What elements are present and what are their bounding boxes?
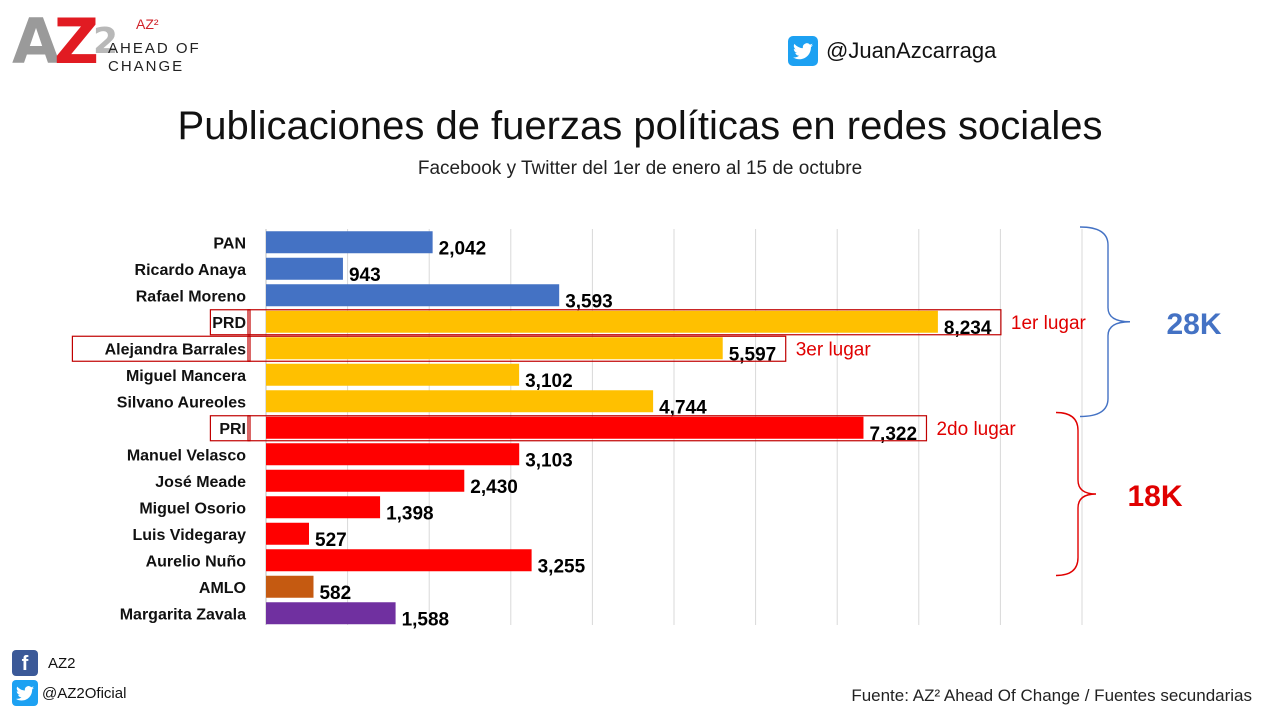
bar	[266, 496, 381, 519]
bar	[266, 416, 864, 439]
bar	[266, 257, 343, 280]
chart-subtitle: Facebook y Twitter del 1er de enero al 1…	[417, 158, 863, 179]
bar	[266, 390, 654, 413]
az2-logo-mark: AZ2	[12, 5, 118, 78]
category-label: Manuel Velasco	[127, 447, 246, 464]
highlight-label-box	[209, 309, 251, 336]
bar	[266, 549, 532, 572]
value-label: 1,398	[386, 503, 434, 524]
category-label: Miguel Osorio	[139, 500, 246, 517]
category-label: AMLO	[199, 580, 246, 597]
bar	[266, 443, 520, 466]
value-label: 5,597	[729, 344, 777, 365]
highlight-bar-box	[247, 415, 928, 442]
value-label: 3,103	[525, 450, 573, 471]
group-total-label: 28K	[1166, 308, 1221, 341]
twitter-icon	[12, 680, 38, 706]
twitter-handle-text: @JuanAzcarraga	[826, 38, 997, 63]
source-note: Fuente: AZ² Ahead Of Change / Fuentes se…	[851, 686, 1252, 705]
facebook-icon: f	[12, 650, 38, 676]
category-label: Margarita Zavala	[120, 606, 246, 623]
bar	[266, 363, 520, 386]
rank-annotation: 1er lugar	[1011, 313, 1087, 334]
value-label: 527	[315, 530, 347, 551]
brand-small-label: AZ²	[136, 16, 159, 32]
brand-line-2: CHANGE	[108, 58, 185, 75]
brand-line-1: AHEAD OF	[108, 40, 201, 57]
az2-logo: AZ2 AZ² AHEAD OF CHANGE	[12, 10, 212, 82]
value-label: 1,588	[402, 609, 450, 630]
rank-annotation: 2do lugar	[936, 419, 1016, 440]
category-label: PRI	[219, 421, 246, 438]
bar	[266, 602, 396, 625]
highlight-label-box	[71, 335, 251, 362]
value-label: 2,430	[470, 477, 518, 498]
category-label: PRD	[212, 315, 246, 332]
value-label: 2,042	[439, 238, 487, 259]
footer-twitter[interactable]: @AZ2Oficial	[12, 680, 126, 706]
category-label: PAN	[213, 235, 246, 252]
rank-annotation: 3er lugar	[796, 339, 872, 360]
bar	[266, 575, 314, 598]
bar	[266, 337, 723, 360]
bar	[266, 284, 560, 307]
chart-title: Publicaciones de fuerzas políticas en re…	[177, 104, 1103, 148]
category-label: Luis Videgaray	[132, 527, 246, 544]
group-brace	[1055, 411, 1097, 577]
value-label: 4,744	[659, 397, 707, 418]
bar	[266, 310, 938, 333]
footer-facebook[interactable]: f AZ2	[12, 650, 76, 676]
category-label: Alejandra Barrales	[105, 341, 247, 358]
bar	[266, 231, 433, 254]
category-label: Miguel Mancera	[126, 368, 246, 385]
group-brace	[1079, 226, 1131, 418]
value-label: 3,593	[565, 291, 613, 312]
bar	[266, 469, 465, 492]
header-twitter[interactable]: @JuanAzcarraga	[788, 36, 996, 66]
category-label: Ricardo Anaya	[135, 262, 247, 279]
value-label: 7,322	[869, 424, 917, 445]
category-label: José Meade	[155, 474, 246, 491]
category-label: Aurelio Nuño	[146, 553, 247, 570]
footer-twitter-label: @AZ2Oficial	[42, 684, 127, 702]
value-label: 3,102	[525, 371, 573, 392]
bar	[266, 522, 310, 545]
footer-facebook-label: AZ2	[48, 654, 76, 672]
category-label: Silvano Aureoles	[117, 394, 246, 411]
highlight-label-box	[209, 415, 251, 442]
highlight-bar-box	[247, 335, 787, 362]
group-total-label: 18K	[1127, 480, 1182, 513]
category-label: Rafael Moreno	[136, 288, 246, 305]
value-label: 943	[349, 265, 381, 286]
value-label: 8,234	[944, 318, 992, 339]
brand-tagline: AHEAD OF CHANGE	[108, 40, 201, 76]
value-label: 582	[319, 583, 351, 604]
highlight-bar-box	[247, 309, 1002, 336]
twitter-icon	[788, 36, 818, 66]
value-label: 3,255	[538, 556, 586, 577]
